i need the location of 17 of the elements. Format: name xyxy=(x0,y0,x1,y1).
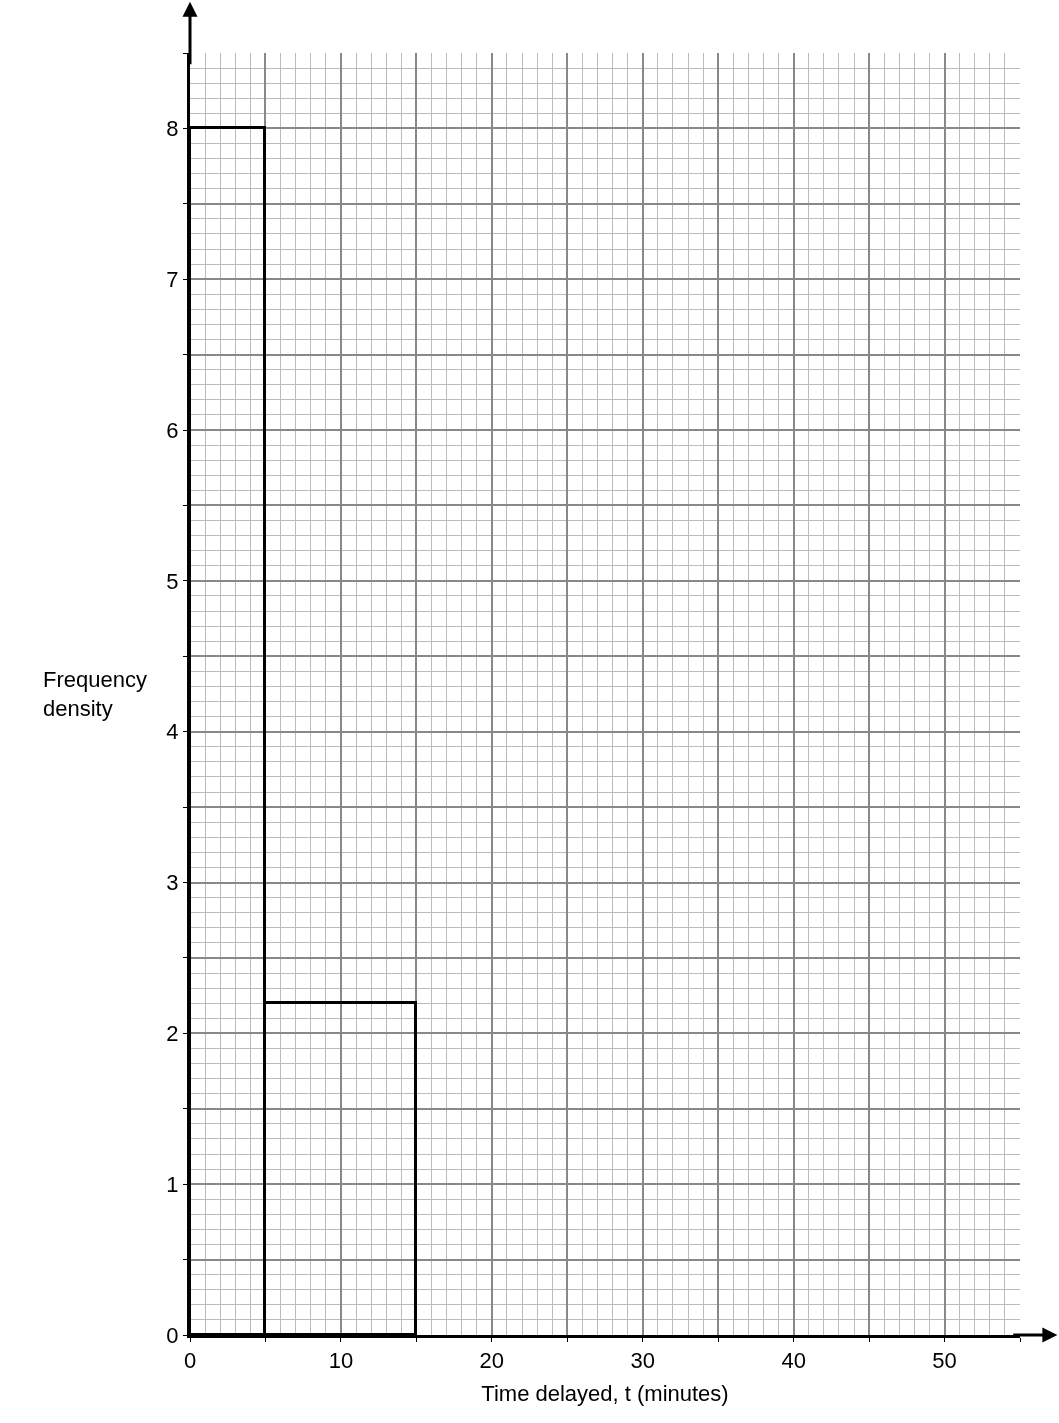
y-tick-label: 6 xyxy=(166,417,179,443)
y-tick-label: 3 xyxy=(166,870,179,896)
x-tick-label: 0 xyxy=(183,1348,197,1374)
x-tick-label: 10 xyxy=(328,1348,354,1374)
y-tick-label: 7 xyxy=(166,266,179,292)
x-tick-label: 30 xyxy=(630,1348,655,1374)
y-tick-label: 2 xyxy=(166,1021,179,1047)
y-axis-title: Frequency density xyxy=(43,667,147,721)
y-tick-label: 0 xyxy=(166,1322,179,1348)
y-tick-label: 1 xyxy=(166,1171,179,1197)
x-tick-label: 20 xyxy=(479,1348,505,1374)
y-tick-label: 8 xyxy=(166,116,179,142)
x-axis-title: Time delayed, t (minutes) xyxy=(481,1381,729,1407)
x-tick-label: 50 xyxy=(932,1348,957,1374)
x-tick-label: 40 xyxy=(781,1348,806,1374)
y-tick-label: 4 xyxy=(166,719,179,745)
y-tick-label: 5 xyxy=(166,568,179,594)
